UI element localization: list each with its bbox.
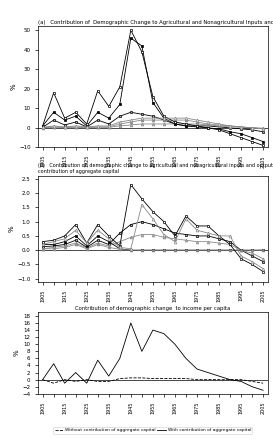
With contribution of aggregate capital bbox=[118, 356, 121, 361]
Legend: Agricultural output, Nonagricultural output, Agricultural capital, Nonagricultur: Agricultural output, Nonagricultural out… bbox=[93, 183, 213, 200]
Without contribution of aggregate capital bbox=[239, 377, 243, 382]
With contribution of aggregate capital bbox=[250, 384, 254, 389]
With contribution of aggregate capital bbox=[229, 377, 232, 382]
Y-axis label: %: % bbox=[10, 84, 16, 90]
Line: Without contribution of aggregate capital: Without contribution of aggregate capita… bbox=[43, 378, 263, 383]
Without contribution of aggregate capital bbox=[217, 377, 221, 382]
Without contribution of aggregate capital bbox=[184, 376, 188, 381]
With contribution of aggregate capital bbox=[184, 356, 188, 361]
With contribution of aggregate capital bbox=[262, 388, 265, 393]
With contribution of aggregate capital bbox=[162, 331, 165, 336]
Without contribution of aggregate capital bbox=[162, 376, 165, 381]
Without contribution of aggregate capital bbox=[85, 377, 88, 382]
Without contribution of aggregate capital bbox=[173, 376, 177, 381]
With contribution of aggregate capital bbox=[239, 379, 243, 384]
Without contribution of aggregate capital bbox=[206, 377, 210, 382]
Without contribution of aggregate capital bbox=[96, 379, 99, 384]
Without contribution of aggregate capital bbox=[229, 377, 232, 382]
With contribution of aggregate capital bbox=[41, 377, 44, 382]
With contribution of aggregate capital bbox=[107, 374, 110, 379]
Without contribution of aggregate capital bbox=[140, 375, 144, 381]
With contribution of aggregate capital bbox=[96, 358, 99, 363]
Text: (a)   Contribution of  Demographic Change to Agricultural and Nonagricultural In: (a) Contribution of Demographic Change t… bbox=[38, 20, 273, 25]
Without contribution of aggregate capital bbox=[41, 377, 44, 382]
Without contribution of aggregate capital bbox=[129, 375, 132, 381]
With contribution of aggregate capital bbox=[195, 367, 199, 372]
With contribution of aggregate capital bbox=[74, 370, 77, 375]
With contribution of aggregate capital bbox=[85, 381, 88, 386]
With contribution of aggregate capital bbox=[140, 348, 144, 354]
With contribution of aggregate capital bbox=[173, 341, 177, 347]
Legend: Without contribution of aggregate capital, With contribution of aggregate capita: Without contribution of aggregate capita… bbox=[54, 427, 252, 434]
Text: (b)   Contribution of  demographic change to agricultural and nonagricultural in: (b) Contribution of demographic change t… bbox=[38, 163, 273, 174]
Y-axis label: %: % bbox=[14, 350, 20, 356]
Legend: Agricultural output, Nonagricultural output, Agricultural capital, Nonagricultur: Agricultural output, Nonagricultural out… bbox=[93, 318, 213, 334]
With contribution of aggregate capital bbox=[217, 374, 221, 379]
Without contribution of aggregate capital bbox=[63, 377, 66, 382]
Without contribution of aggregate capital bbox=[52, 381, 55, 386]
Title: Contribution of demographic change  to income per capita: Contribution of demographic change to in… bbox=[75, 306, 230, 311]
Without contribution of aggregate capital bbox=[74, 379, 77, 384]
With contribution of aggregate capital bbox=[63, 381, 66, 386]
With contribution of aggregate capital bbox=[151, 327, 155, 333]
Without contribution of aggregate capital bbox=[118, 376, 121, 381]
Without contribution of aggregate capital bbox=[151, 376, 155, 381]
Without contribution of aggregate capital bbox=[250, 379, 254, 384]
Line: With contribution of aggregate capital: With contribution of aggregate capital bbox=[43, 323, 263, 390]
With contribution of aggregate capital bbox=[206, 370, 210, 375]
Y-axis label: %: % bbox=[8, 225, 14, 232]
Without contribution of aggregate capital bbox=[107, 379, 110, 384]
With contribution of aggregate capital bbox=[52, 361, 55, 367]
Without contribution of aggregate capital bbox=[262, 381, 265, 386]
With contribution of aggregate capital bbox=[129, 320, 132, 326]
Without contribution of aggregate capital bbox=[195, 377, 199, 382]
